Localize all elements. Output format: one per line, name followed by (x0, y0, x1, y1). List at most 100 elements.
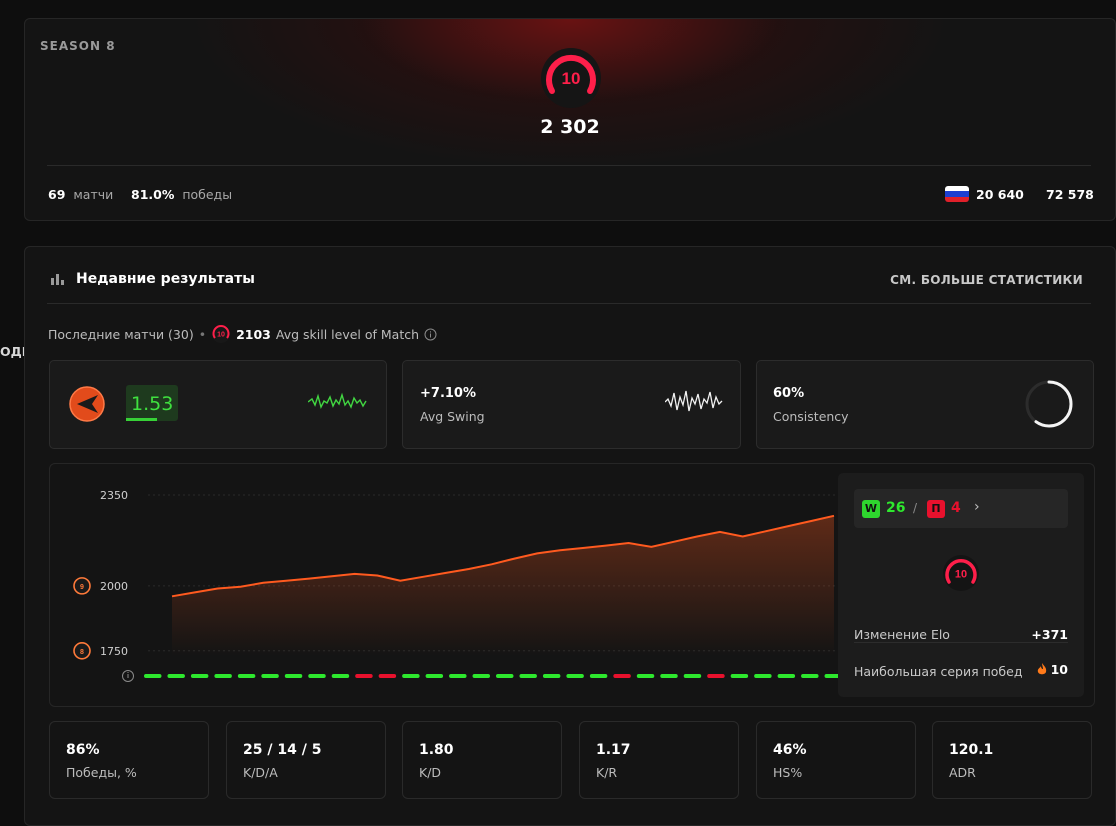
result-win-segment (238, 674, 255, 678)
consistency-label: Consistency (773, 409, 849, 424)
stat-card: 120.1 ADR (932, 721, 1092, 799)
info-icon (123, 671, 134, 682)
y-tick-label: 1750 (100, 645, 128, 658)
winrate-stat: 81.0% победы (131, 187, 232, 202)
divider (47, 303, 1091, 304)
win-badge: W (862, 500, 880, 518)
stat-card: 46% HS% (756, 721, 916, 799)
result-win-segment (261, 674, 278, 678)
result-win-segment (519, 674, 536, 678)
stat-label: K/R (596, 765, 617, 780)
divider (47, 165, 1091, 166)
recent-results-card: Недавние результаты СМ. БОЛЬШЕ СТАТИСТИК… (24, 246, 1116, 826)
result-loss-segment (379, 674, 396, 678)
matches-count: 69 (48, 187, 65, 202)
stat-label: K/D (419, 765, 441, 780)
stat-card: 1.17 K/R (579, 721, 739, 799)
chevron-right-icon: › (974, 499, 980, 515)
stat-value: 86% (66, 742, 100, 758)
stat-value: 46% (773, 742, 807, 758)
info-icon[interactable] (424, 328, 437, 341)
result-win-segment (731, 674, 748, 678)
bar-chart-icon (51, 273, 64, 285)
consistency-ring-icon (1023, 378, 1075, 430)
stat-value: 1.17 (596, 742, 631, 758)
white-waveform-icon (665, 385, 723, 419)
result-win-segment (754, 674, 771, 678)
result-win-segment (496, 674, 513, 678)
result-loss-segment (355, 674, 372, 678)
elo-chart-card: 1750 2000 2350 9 8 W 26 / П 4 › 10 (49, 463, 1095, 707)
kd-value: 1.53 (131, 393, 173, 415)
level-8-badge-icon: 8 (74, 643, 90, 659)
result-win-segment (543, 674, 560, 678)
stat-label: K/D/A (243, 765, 278, 780)
avg-swing-card[interactable]: +7.10% Avg Swing (402, 360, 741, 449)
stat-value: 120.1 (949, 742, 993, 758)
kd-mini-card[interactable]: 1.53 (49, 360, 387, 449)
consistency-card[interactable]: 60% Consistency (756, 360, 1094, 449)
stat-label: HS% (773, 765, 802, 780)
level-9-badge-icon: 9 (74, 578, 90, 594)
stat-label: ADR (949, 765, 976, 780)
result-win-segment (473, 674, 490, 678)
loss-badge: П (927, 500, 945, 518)
result-loss-segment (707, 674, 724, 678)
kd-progress-bar (126, 418, 157, 421)
elo-line-chart: 1750 2000 2350 9 8 (50, 464, 840, 706)
y-tick-label: 2350 (100, 489, 128, 502)
fire-icon (1037, 663, 1047, 676)
y-tick-label: 2000 (100, 580, 128, 593)
avg-swing-label: Avg Swing (420, 409, 485, 424)
result-win-segment (426, 674, 443, 678)
win-loss-summary[interactable]: W 26 / П 4 › (854, 489, 1068, 528)
result-win-segment (684, 674, 701, 678)
elo-change-value: +371 (1031, 627, 1068, 642)
result-win-segment (778, 674, 795, 678)
stat-value: 1.80 (419, 742, 454, 758)
winrate-label: победы (182, 187, 232, 202)
result-win-segment (402, 674, 419, 678)
matches-label: матчи (73, 187, 113, 202)
matches-stat: 69 матчи (48, 187, 113, 202)
result-win-segment (191, 674, 208, 678)
stat-value: 25 / 14 / 5 (243, 742, 321, 758)
world-rank[interactable]: 72 578 (1046, 187, 1094, 202)
result-win-segment (801, 674, 818, 678)
wins-count: 26 (886, 500, 905, 516)
avg-swing-value: +7.10% (420, 386, 476, 401)
avg-skill-label: Avg skill level of Match (276, 327, 419, 342)
stat-card: 25 / 14 / 5 K/D/A (226, 721, 386, 799)
result-loss-segment (613, 674, 630, 678)
more-stats-link[interactable]: СМ. БОЛЬШЕ СТАТИСТИКИ (890, 273, 1083, 287)
result-win-segment (144, 674, 161, 678)
result-win-segment (590, 674, 607, 678)
last-matches-row: Последние матчи (30) • 10 2103 Avg skill… (48, 324, 437, 344)
level-10-icon: 10 (941, 553, 981, 593)
result-win-segment (167, 674, 184, 678)
elo-area (172, 516, 834, 656)
svg-text:9: 9 (80, 584, 84, 591)
result-win-segment (637, 674, 654, 678)
result-win-segment (308, 674, 325, 678)
level-10-gauge-icon: 10 (539, 46, 603, 110)
elo-value: 2 302 (495, 116, 645, 138)
win-streak: 10 (1037, 662, 1068, 677)
country-rank[interactable]: 20 640 (976, 187, 1024, 202)
divider (854, 642, 1068, 643)
section-title: Недавние результаты (76, 271, 255, 287)
kd-logo-icon (68, 385, 106, 423)
season-card: SEASON 8 10 2 302 69 матчи 81.0% победы … (24, 18, 1116, 221)
result-win-segment (332, 674, 349, 678)
losses-count: 4 (951, 500, 961, 516)
result-win-segment (566, 674, 583, 678)
wl-separator: / (913, 501, 917, 515)
russia-flag-icon (945, 186, 969, 202)
stat-label: Победы, % (66, 765, 137, 780)
summary-panel: W 26 / П 4 › 10 Изменение Elo +371 Наибо… (838, 473, 1084, 697)
clipped-text: ОДІ (0, 344, 26, 359)
elo-change-label: Изменение Elo (854, 627, 950, 642)
result-win-segment (214, 674, 231, 678)
result-win-segment (660, 674, 677, 678)
avg-skill-value: 2103 (236, 327, 271, 342)
